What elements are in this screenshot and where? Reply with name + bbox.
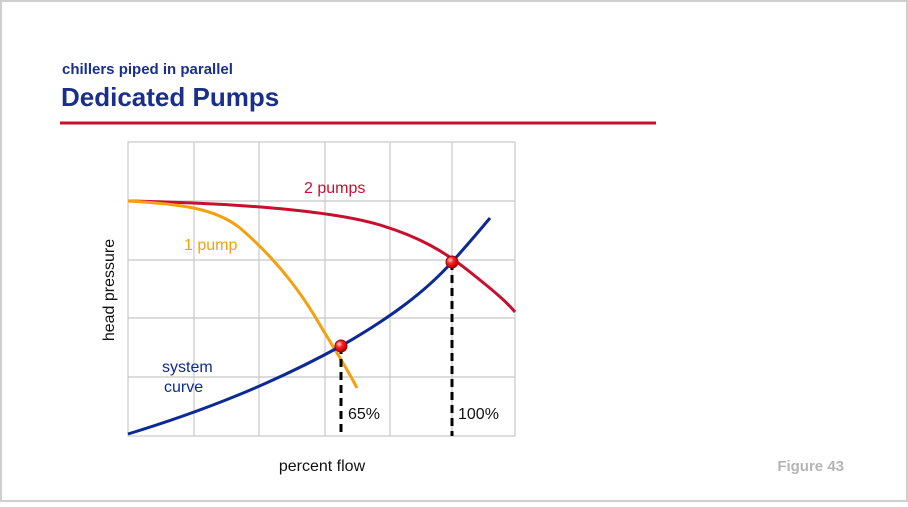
one-pump-curve — [127, 199, 359, 389]
plot-frame — [127, 141, 516, 437]
operating-point — [334, 339, 348, 353]
curve-label: curve — [164, 379, 203, 396]
figure-label: Figure 43 — [777, 458, 844, 475]
curve-label: 2 pumps — [304, 180, 365, 197]
point-label: 65% — [348, 406, 380, 423]
curve-label: system — [162, 359, 213, 376]
title: Dedicated Pumps — [61, 82, 279, 112]
system-curve — [127, 217, 492, 436]
two-pump-curve — [127, 199, 517, 313]
y-axis-label: head pressure — [101, 239, 118, 341]
subtitle: chillers piped in parallel — [62, 61, 233, 78]
point-label: 100% — [458, 406, 499, 423]
curve-label: 1 pump — [184, 237, 237, 254]
x-axis-label: percent flow — [279, 458, 366, 475]
operating-point — [445, 255, 459, 269]
